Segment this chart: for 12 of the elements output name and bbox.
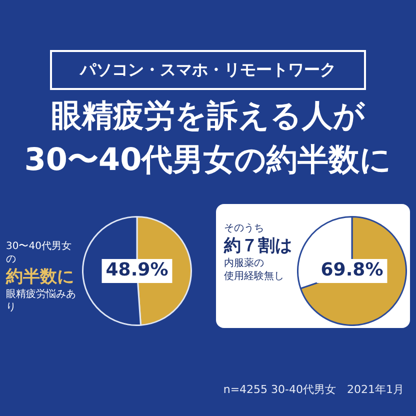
data-label: 69.8% (320, 260, 384, 281)
text: 30〜40代男女の (6, 240, 72, 266)
data-label: 48.9% (106, 260, 168, 281)
text: n=4255 30-40代男女 2021年1月 (223, 382, 404, 397)
chart-title: 眼精疲労を訴える人が 30〜40代男女の約半数に (23, 97, 393, 180)
text: 使用経験無し (224, 270, 285, 284)
chart-subtitle: パソコン・スマホ・リモートワーク (50, 50, 366, 90)
text: 約７割は (224, 235, 293, 258)
text: 内服薬の (224, 257, 265, 270)
text: 眼精疲労悩みあり (6, 288, 77, 314)
text: そのうち (224, 222, 265, 235)
text: 約半数に (6, 266, 75, 288)
